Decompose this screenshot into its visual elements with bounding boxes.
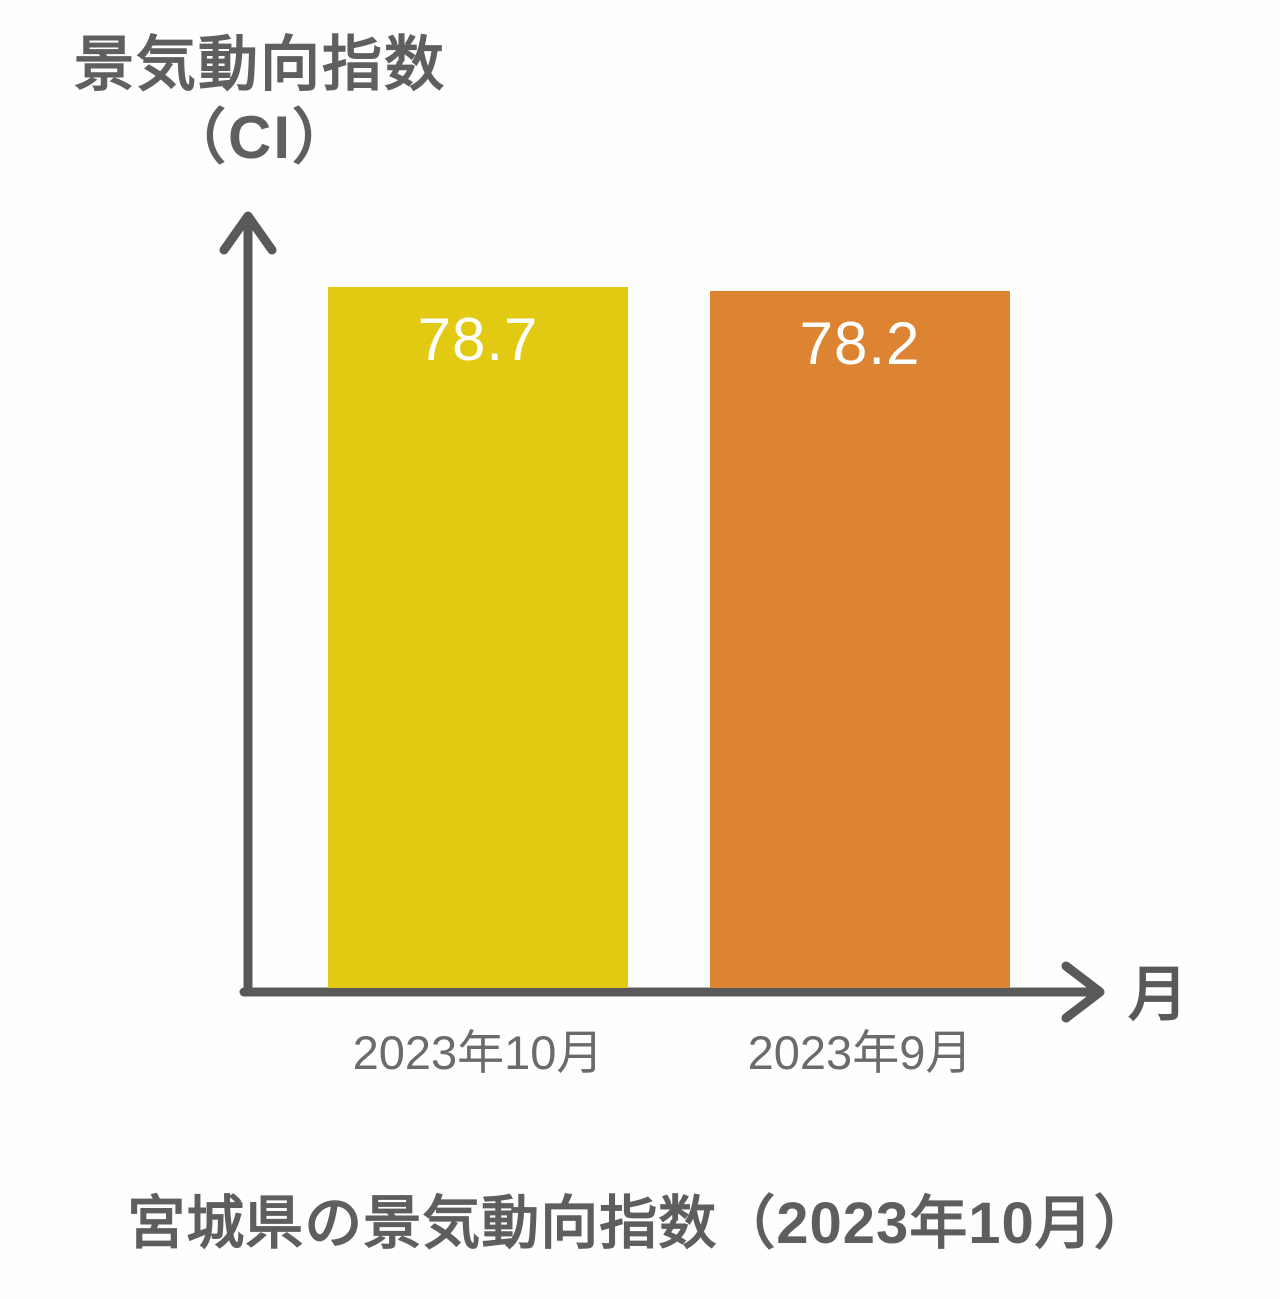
x-axis-unit-label: 月 — [1128, 961, 1188, 1028]
y-axis-arrowhead-icon — [219, 211, 277, 255]
bar-2023-10: 78.7 — [328, 287, 628, 988]
x-tick-label-2023-10: 2023年10月 — [352, 1026, 604, 1079]
x-axis-arrowhead-icon — [1061, 961, 1105, 1023]
bar-value-label: 78.7 — [417, 306, 539, 373]
y-axis-title-line2: （CI） — [166, 104, 354, 172]
x-tick-label-2023-09: 2023年9月 — [747, 1026, 973, 1079]
bar-2023-09: 78.2 — [710, 291, 1010, 988]
y-axis-title-line1: 景気動向指数 — [74, 31, 446, 98]
y-axis-title: 景気動向指数 （CI） — [50, 28, 470, 174]
bar-value-label: 78.2 — [799, 310, 921, 377]
chart-title: 宮城県の景気動向指数（2023年10月） — [127, 1191, 1153, 1256]
